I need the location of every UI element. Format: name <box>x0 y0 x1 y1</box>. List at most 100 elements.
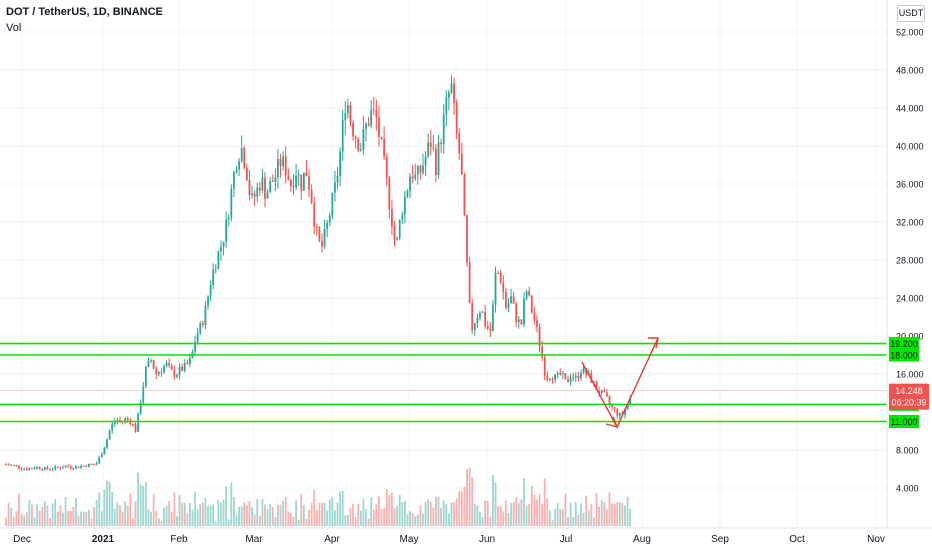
candle-body <box>346 105 349 113</box>
candle-body <box>507 303 510 308</box>
volume-bar <box>427 499 430 526</box>
candle-body <box>590 372 593 383</box>
candle-body <box>168 363 171 366</box>
volume-bar <box>266 509 269 526</box>
volume-bar <box>87 509 90 526</box>
volume-bar <box>46 505 49 526</box>
volume-bar <box>618 501 621 526</box>
volume-bar <box>243 502 246 526</box>
volume-bar <box>435 496 437 526</box>
candle-body <box>354 136 357 140</box>
candle-body <box>155 368 158 375</box>
candle-body <box>466 215 468 263</box>
candle-body <box>284 156 287 177</box>
volume-indicator-label[interactable]: Vol <box>6 22 22 34</box>
time-tick-label: 2021 <box>92 534 115 545</box>
volume-bar <box>305 518 308 526</box>
volume-bar <box>499 506 502 526</box>
volume-bar <box>264 504 266 526</box>
candle-body <box>147 360 150 367</box>
volume-bar <box>315 509 318 526</box>
candle-body <box>313 203 316 227</box>
candle-body <box>582 368 585 373</box>
volume-bar <box>222 499 225 526</box>
volume-bar <box>525 506 528 526</box>
currency-button[interactable]: USDT <box>897 5 925 22</box>
volume-bar <box>31 504 33 526</box>
volume-bar <box>302 505 305 526</box>
candle-body <box>5 464 7 466</box>
volume-bar <box>282 500 285 526</box>
volume-bar <box>357 503 360 526</box>
candle-body <box>36 466 38 469</box>
volume-bar <box>119 505 121 526</box>
price-axis[interactable]: 52.000 48.000 44.000 40.000 36.000 32.000 28.0… <box>896 28 924 494</box>
candle-body <box>261 177 264 191</box>
volume-bar <box>590 504 593 526</box>
volume-bar <box>178 495 181 526</box>
candle-body <box>251 193 253 196</box>
volume-bar <box>626 496 629 526</box>
volume-bar <box>372 509 375 526</box>
volume-bar <box>344 515 347 526</box>
candle-body <box>178 366 181 376</box>
volume-bar <box>25 512 28 526</box>
time-axis[interactable]: Dec 2021 Feb Mar Apr May Jun Jul Aug Sep Oct Nov <box>13 534 885 545</box>
candle-body <box>341 120 344 152</box>
candle-body <box>326 222 329 229</box>
volume-bar <box>595 493 598 526</box>
candle-body <box>463 174 466 216</box>
volume-bar <box>126 505 129 526</box>
volume-bar <box>233 496 235 526</box>
volume-bar <box>401 502 404 526</box>
candle-body <box>220 246 222 252</box>
price-tick-label: 36.000 <box>896 180 924 190</box>
volume-bar <box>181 502 184 526</box>
candle-body <box>416 165 419 175</box>
volume-bar <box>82 511 85 526</box>
candle-body <box>559 372 562 375</box>
candle-body <box>323 228 326 247</box>
volume-bar <box>497 505 499 526</box>
candle-body <box>295 175 297 188</box>
candle-body <box>28 468 31 470</box>
candle-body <box>90 463 93 465</box>
volume-bar <box>440 508 443 526</box>
volume-bar <box>43 501 46 526</box>
time-tick-label: Feb <box>170 534 188 545</box>
volume-bar <box>147 509 150 526</box>
volume-bar <box>468 467 471 526</box>
volume-bar <box>396 506 398 526</box>
volume-bar <box>603 501 606 526</box>
candle-body <box>277 158 279 178</box>
volume-bar <box>378 496 380 526</box>
candle-body <box>497 272 499 274</box>
volume-bar <box>277 504 279 526</box>
candle-body <box>113 421 116 424</box>
volume-bar <box>429 501 432 526</box>
volume-bar <box>121 511 124 526</box>
level-badge <box>889 337 919 351</box>
candle-body <box>536 320 538 327</box>
price-tick-label: 40.000 <box>896 142 924 152</box>
candle-body <box>401 214 404 220</box>
candle-body <box>85 465 88 467</box>
volume-bar <box>370 497 373 526</box>
volume-bar <box>567 517 569 526</box>
time-tick-label: Oct <box>789 534 805 545</box>
candle-body <box>419 165 422 173</box>
volume-bar <box>225 486 228 526</box>
volume-bar <box>106 480 108 526</box>
volume-bar <box>520 499 523 526</box>
volume-bar <box>85 511 88 526</box>
volume-bar <box>621 502 624 526</box>
candle-body <box>290 179 292 187</box>
symbol-title[interactable]: DOT / TetherUS, 1D, BINANCE <box>6 6 163 18</box>
volume-bar <box>605 509 608 526</box>
volume-bar <box>450 502 453 526</box>
volume-bar <box>269 504 272 526</box>
candle-body <box>580 372 582 378</box>
volume-bar <box>580 503 582 526</box>
candle-body <box>445 97 448 115</box>
